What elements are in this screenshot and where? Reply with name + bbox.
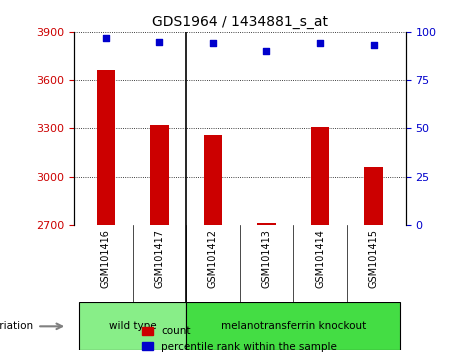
Title: GDS1964 / 1434881_s_at: GDS1964 / 1434881_s_at	[152, 16, 328, 29]
Text: GSM101413: GSM101413	[261, 229, 272, 288]
Point	[156, 39, 163, 44]
Text: wild type: wild type	[109, 321, 156, 331]
Text: GSM101416: GSM101416	[101, 229, 111, 288]
Bar	[257, 223, 276, 225]
Bar	[186, 302, 400, 350]
Bar	[204, 135, 222, 225]
Bar	[79, 302, 186, 350]
Bar	[150, 125, 169, 225]
Text: genotype/variation: genotype/variation	[0, 321, 34, 331]
Bar	[311, 127, 330, 225]
Point	[102, 35, 110, 40]
Text: GSM101412: GSM101412	[208, 229, 218, 288]
Point	[370, 42, 377, 48]
Bar	[364, 167, 383, 225]
Text: GSM101414: GSM101414	[315, 229, 325, 288]
Bar	[96, 70, 115, 225]
Point	[263, 48, 270, 54]
Point	[209, 41, 217, 46]
Text: GSM101417: GSM101417	[154, 229, 165, 288]
Point	[316, 41, 324, 46]
Legend: count, percentile rank within the sample: count, percentile rank within the sample	[138, 322, 341, 354]
Text: melanotransferrin knockout: melanotransferrin knockout	[221, 321, 366, 331]
Text: GSM101415: GSM101415	[368, 229, 378, 288]
